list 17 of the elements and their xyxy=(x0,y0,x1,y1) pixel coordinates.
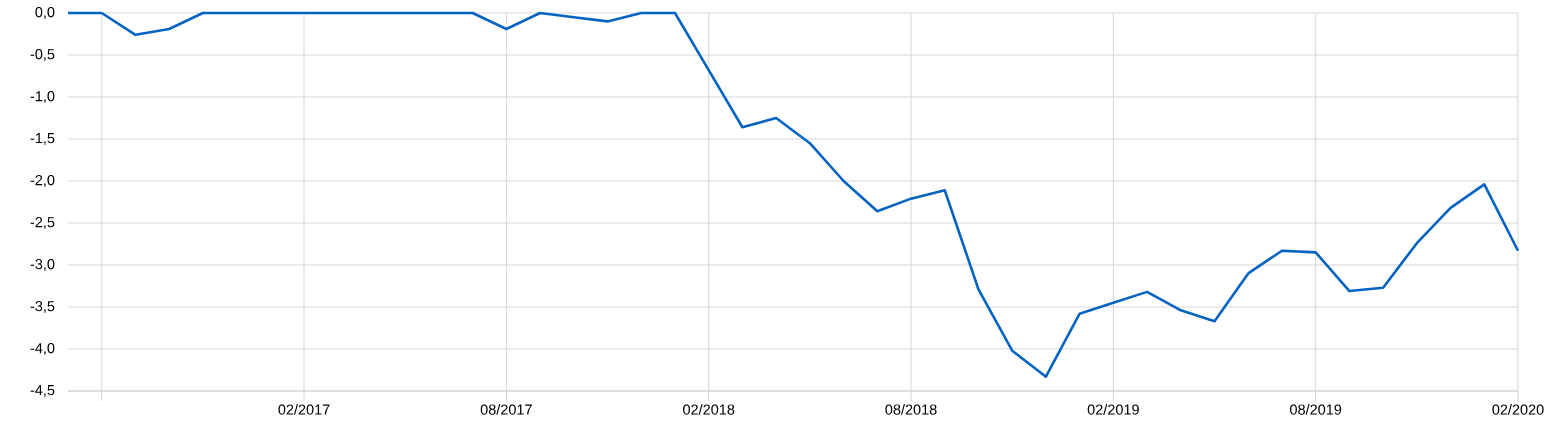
y-tick-label: -3,0 xyxy=(30,259,55,271)
y-tick-label: -4,5 xyxy=(30,385,55,397)
x-tick-label: 08/2017 xyxy=(480,404,532,415)
x-tick-label: 02/2019 xyxy=(1087,404,1139,415)
y-tick-label: -1,5 xyxy=(30,133,55,145)
y-tick-label: -4,0 xyxy=(30,343,55,355)
y-tick-label: -3,5 xyxy=(30,301,55,313)
x-tick-label: 02/2018 xyxy=(683,404,735,415)
x-tick-label: 08/2019 xyxy=(1290,404,1342,415)
y-tick-label: 0,0 xyxy=(35,7,55,19)
x-tick-label: 08/2018 xyxy=(885,404,937,415)
x-tick-label: 02/2017 xyxy=(278,404,330,415)
y-tick-label: -2,0 xyxy=(30,175,55,187)
y-tick-label: -1,0 xyxy=(30,91,55,103)
x-tick-label: 02/2020 xyxy=(1492,404,1544,415)
y-tick-label: -2,5 xyxy=(30,217,55,229)
y-tick-label: -0,5 xyxy=(30,49,55,61)
